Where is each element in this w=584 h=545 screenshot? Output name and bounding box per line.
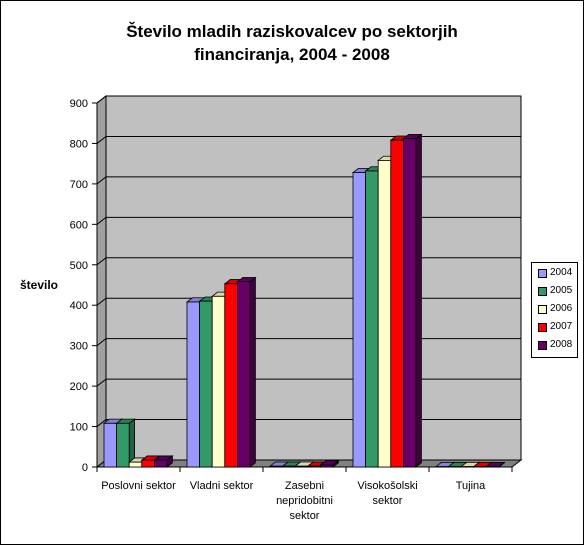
bar-side bbox=[249, 276, 256, 468]
bar bbox=[236, 281, 251, 468]
x-tick-label: sektor bbox=[290, 510, 320, 522]
legend-swatch bbox=[538, 323, 547, 332]
x-tick-label: Vladni sektor bbox=[190, 480, 254, 492]
y-tick-label: 0 bbox=[82, 462, 88, 474]
bar bbox=[390, 139, 404, 468]
y-tick-label: 400 bbox=[70, 300, 88, 312]
y-tick-label: 100 bbox=[70, 422, 88, 434]
bar bbox=[365, 170, 379, 468]
bar bbox=[485, 466, 500, 468]
chart-legend: 2004 2005 2006 2007 2008 bbox=[531, 262, 578, 358]
chart-title-line-2: financiranja, 2004 - 2008 bbox=[194, 45, 390, 64]
bar bbox=[128, 461, 143, 468]
bar bbox=[103, 422, 118, 468]
legend-label: 2004 bbox=[550, 267, 573, 278]
bar bbox=[116, 422, 130, 468]
x-tick-label: Tujina bbox=[456, 480, 486, 492]
gridline bbox=[96, 135, 521, 144]
chart-title-line-1: Število mladih raziskovalcev po sektorji… bbox=[126, 22, 458, 41]
bar bbox=[402, 138, 417, 468]
bar bbox=[448, 466, 462, 468]
bar bbox=[186, 301, 201, 468]
x-tick-label: Zasebni bbox=[285, 480, 324, 492]
bar bbox=[473, 466, 487, 468]
bar bbox=[282, 465, 296, 468]
x-tick-label: sektor bbox=[373, 495, 403, 507]
bar bbox=[199, 300, 213, 468]
legend-label: 2005 bbox=[550, 285, 573, 296]
y-axis-label: število bbox=[20, 278, 59, 292]
y-tick-label: 700 bbox=[70, 179, 88, 191]
x-tick-label: Visokošolski bbox=[357, 480, 417, 492]
bar bbox=[319, 464, 334, 468]
chart-title: Število mladih raziskovalcev po sektorji… bbox=[0, 20, 584, 66]
y-tick-label: 900 bbox=[70, 98, 88, 110]
legend-label: 2007 bbox=[550, 321, 573, 332]
bar bbox=[307, 465, 321, 468]
bar bbox=[460, 466, 475, 468]
bar bbox=[352, 172, 367, 468]
bar bbox=[294, 465, 309, 468]
x-tick-label: nepridobitni bbox=[276, 495, 333, 507]
y-tick-label: 300 bbox=[70, 341, 88, 353]
legend-label: 2008 bbox=[550, 339, 573, 350]
y-tick-label: 500 bbox=[70, 260, 88, 272]
y-tick-label: 800 bbox=[70, 138, 88, 150]
bar bbox=[224, 283, 238, 468]
legend-swatch bbox=[538, 341, 547, 350]
y-tick-label: 200 bbox=[70, 381, 88, 393]
bar bbox=[153, 459, 168, 468]
side-wall bbox=[96, 94, 107, 469]
bar bbox=[211, 295, 226, 468]
bar bbox=[141, 459, 155, 468]
bar-side bbox=[415, 133, 422, 468]
x-tick-label: Poslovni sektor bbox=[101, 480, 176, 492]
gridline bbox=[96, 95, 521, 104]
legend-swatch bbox=[538, 287, 547, 296]
bar bbox=[435, 466, 450, 468]
legend-label: 2006 bbox=[550, 303, 573, 314]
bar bbox=[377, 160, 392, 468]
legend-swatch bbox=[538, 305, 547, 314]
bar bbox=[269, 465, 284, 468]
legend-swatch bbox=[538, 269, 547, 278]
plot-back-wall bbox=[105, 95, 522, 461]
y-tick-label: 600 bbox=[70, 219, 88, 231]
